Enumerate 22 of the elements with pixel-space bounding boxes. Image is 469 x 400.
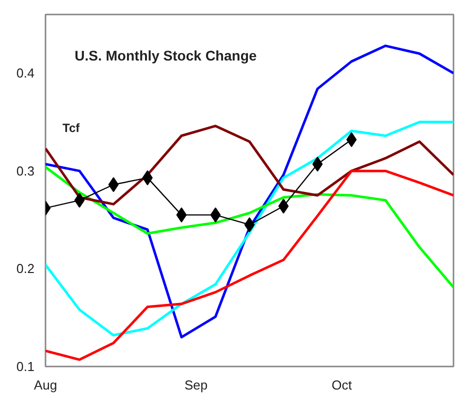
x-tick-label: Sep [184, 378, 208, 392]
x-tick-label: Oct [332, 378, 352, 392]
line-series [46, 44, 454, 338]
point [210, 207, 221, 222]
point [176, 207, 187, 222]
line-series [46, 166, 454, 289]
text: U.S. Monthly Stock Change [74, 47, 257, 64]
x-tick-label: Aug [34, 378, 58, 392]
point [74, 192, 85, 208]
line-series [46, 120, 454, 336]
point [278, 198, 289, 214]
y-tick-label: 0.2 [16, 261, 35, 276]
y-tick-label: 0.4 [16, 66, 35, 81]
point [142, 170, 153, 186]
point [312, 156, 323, 172]
line-series [46, 170, 454, 361]
point [108, 177, 119, 192]
point [346, 132, 357, 148]
point [244, 217, 255, 232]
annotation: Tcf [62, 120, 81, 135]
y-tick-label: 0.3 [16, 163, 35, 178]
y-tick-label: 0.1 [16, 359, 35, 374]
